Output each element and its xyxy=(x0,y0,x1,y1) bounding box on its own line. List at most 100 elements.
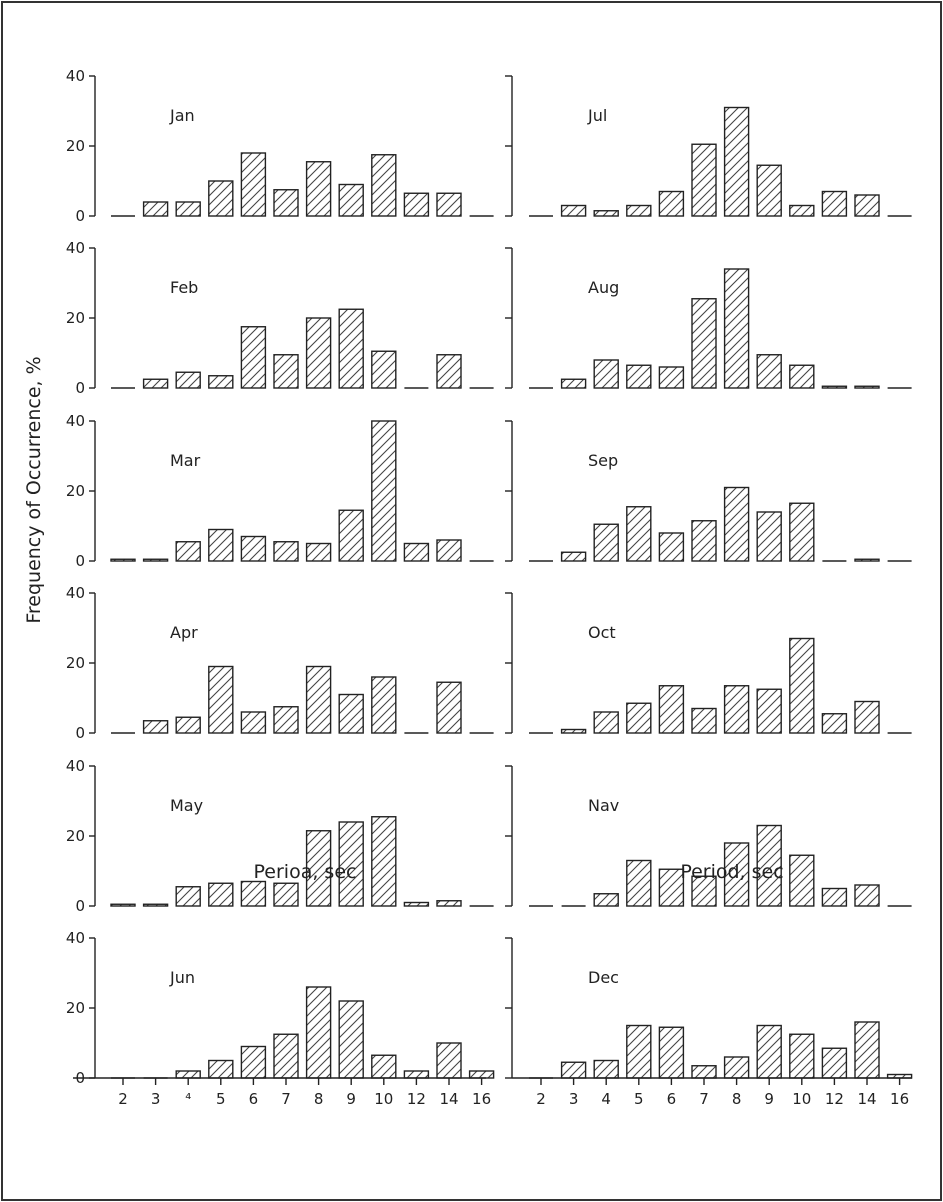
bar xyxy=(854,558,880,562)
bar xyxy=(403,192,430,217)
bar xyxy=(142,201,169,217)
x-tick-label: 5 xyxy=(634,1090,644,1108)
x-tick-label: 8 xyxy=(732,1090,742,1108)
bar xyxy=(338,1000,364,1079)
x-tick-label: 16 xyxy=(890,1090,909,1108)
bar xyxy=(208,1059,234,1079)
x-axis-label-right: Period, sec xyxy=(680,861,783,883)
bar xyxy=(593,210,619,217)
bar xyxy=(854,385,880,389)
bar xyxy=(789,502,815,562)
bar xyxy=(175,1070,201,1079)
bar xyxy=(403,1070,430,1079)
x-tick-label: 14 xyxy=(439,1090,458,1108)
x-tick-label: 3 xyxy=(151,1090,161,1108)
bar xyxy=(756,354,782,389)
y-tick-label: 20 xyxy=(66,827,85,845)
y-tick-label: 40 xyxy=(66,412,85,430)
bar xyxy=(240,152,267,217)
bar xyxy=(305,665,332,734)
bar xyxy=(691,520,717,562)
bar xyxy=(626,1024,652,1079)
bar xyxy=(436,1042,462,1079)
bar xyxy=(240,711,267,734)
bar xyxy=(175,201,201,217)
x-tick-label: 14 xyxy=(857,1090,876,1108)
x-tick-label: 16 xyxy=(472,1090,491,1108)
bar xyxy=(142,378,169,389)
bar xyxy=(821,190,848,217)
month-label: Jul xyxy=(587,106,607,125)
bar xyxy=(854,884,880,907)
bar xyxy=(854,194,880,217)
bar xyxy=(208,882,234,907)
y-tick-label: 20 xyxy=(66,137,85,155)
bar xyxy=(658,685,685,734)
y-tick-label: 40 xyxy=(66,239,85,257)
x-tick-label: 6 xyxy=(249,1090,259,1108)
month-label: May xyxy=(170,796,203,815)
bar xyxy=(142,720,169,734)
bar xyxy=(305,830,332,907)
x-tick-label: 12 xyxy=(407,1090,426,1108)
x-tick-label: 2 xyxy=(536,1090,546,1108)
month-label: Aug xyxy=(588,278,619,297)
y-tick-label: 40 xyxy=(66,67,85,85)
x-tick-label: 2 xyxy=(118,1090,128,1108)
month-label: Oct xyxy=(588,623,616,642)
bar xyxy=(789,204,815,217)
bar xyxy=(789,1033,815,1079)
bar xyxy=(208,528,234,562)
bar xyxy=(338,308,364,389)
bar xyxy=(691,875,717,907)
bar xyxy=(175,716,201,734)
bar xyxy=(273,189,299,217)
bar xyxy=(305,542,332,562)
bar xyxy=(560,728,587,734)
x-tick-label: 7 xyxy=(699,1090,709,1108)
bar xyxy=(593,711,619,734)
bar xyxy=(305,161,332,217)
bar xyxy=(142,558,169,562)
bar xyxy=(240,326,267,389)
x-tick-label: 9 xyxy=(764,1090,774,1108)
y-tick-label: 0 xyxy=(75,379,85,397)
bar xyxy=(658,532,685,562)
y-tick-label: 0 xyxy=(75,897,85,915)
bar xyxy=(240,880,267,907)
bar xyxy=(208,180,234,217)
bar xyxy=(142,903,169,907)
bar xyxy=(273,354,299,389)
bar xyxy=(723,106,750,217)
x-tick-label: 3 xyxy=(569,1090,579,1108)
bar xyxy=(691,143,717,217)
month-label: Jun xyxy=(169,968,195,987)
bar xyxy=(691,1065,717,1079)
bar xyxy=(371,420,397,562)
bar xyxy=(626,204,652,217)
x-tick-label: 8 xyxy=(314,1090,324,1108)
bar xyxy=(175,886,201,907)
bar xyxy=(436,681,462,734)
month-label: Nav xyxy=(588,796,619,815)
x-tick-label: 7 xyxy=(281,1090,291,1108)
x-tick-label: 12 xyxy=(825,1090,844,1108)
month-label: Mar xyxy=(170,451,201,470)
bar xyxy=(789,364,815,389)
bar xyxy=(593,1059,619,1079)
month-label: Jan xyxy=(169,106,195,125)
y-tick-label: 20 xyxy=(66,999,85,1017)
y-tick-label: 20 xyxy=(66,309,85,327)
bar xyxy=(723,486,750,562)
x-tick-label: 5 xyxy=(216,1090,226,1108)
bar xyxy=(821,713,848,734)
x-tick-label: 9 xyxy=(346,1090,356,1108)
y-tick-label: 40 xyxy=(66,584,85,602)
bar xyxy=(436,900,462,907)
bar xyxy=(723,268,750,389)
month-label: Dec xyxy=(588,968,619,987)
bar xyxy=(723,685,750,734)
bar xyxy=(658,868,685,907)
